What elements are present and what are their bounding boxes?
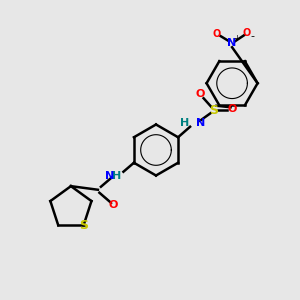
- Text: O: O: [213, 29, 221, 39]
- Text: O: O: [196, 89, 205, 99]
- Text: O: O: [243, 28, 251, 38]
- Text: S: S: [210, 104, 219, 117]
- Text: H: H: [112, 171, 121, 181]
- Text: S: S: [79, 219, 88, 232]
- Text: N: N: [196, 118, 205, 128]
- Text: N: N: [227, 38, 237, 48]
- Text: H: H: [180, 118, 189, 128]
- Text: O: O: [227, 104, 237, 114]
- Text: O: O: [108, 200, 118, 210]
- Text: +: +: [234, 34, 241, 43]
- Text: -: -: [251, 31, 255, 41]
- Text: N: N: [105, 171, 114, 181]
